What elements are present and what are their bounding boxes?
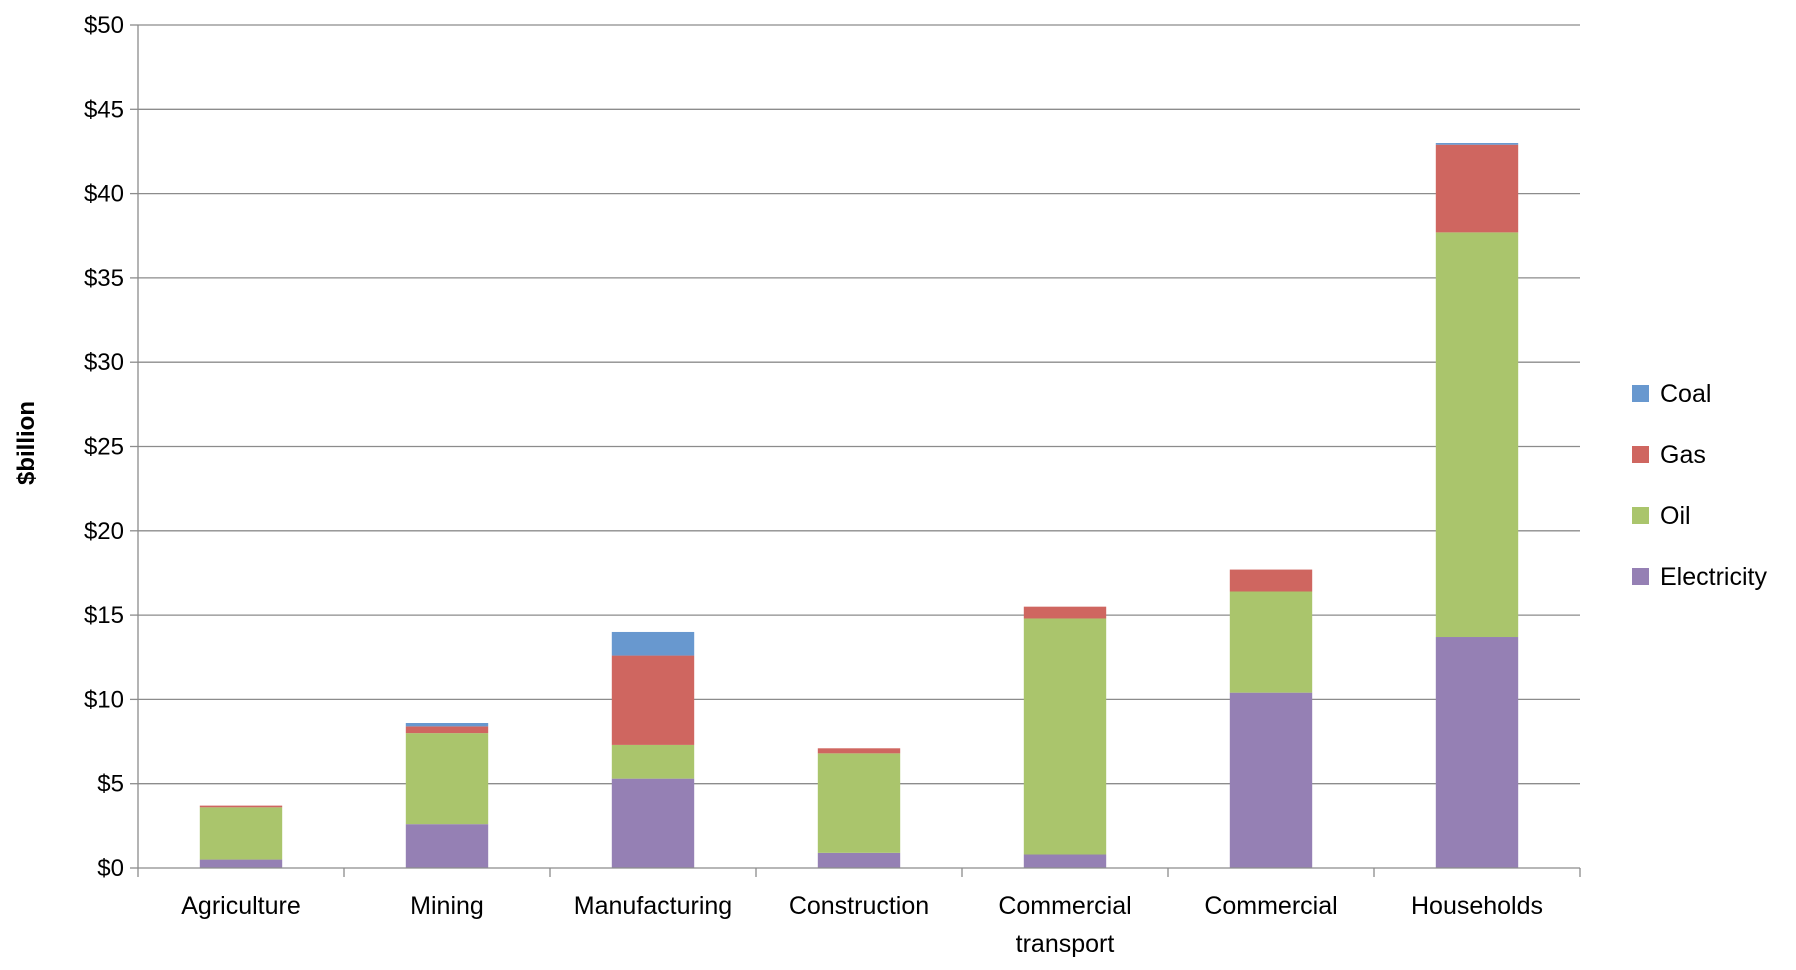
legend-swatch-oil — [1632, 507, 1649, 524]
legend-label-gas: Gas — [1660, 441, 1706, 469]
bar-oil-construction — [817, 753, 901, 853]
x-category-label: Mining — [410, 892, 484, 920]
bar-gas-agriculture — [199, 805, 283, 808]
bar-electricity-commercial-transport — [1023, 854, 1107, 868]
legend-label-oil: Oil — [1660, 502, 1691, 530]
y-tick-label: $35 — [84, 265, 124, 292]
axes — [130, 24, 1581, 877]
bar-gas-commercial — [1229, 569, 1313, 592]
bar-electricity-agriculture — [199, 859, 283, 868]
bar-oil-commercial-transport — [1023, 618, 1107, 855]
legend-swatch-gas — [1632, 446, 1649, 463]
bar-electricity-households — [1435, 637, 1519, 868]
legend-label-coal: Coal — [1660, 380, 1711, 408]
bar-electricity-construction — [817, 852, 901, 868]
legend-label-electricity: Electricity — [1660, 563, 1767, 591]
x-category-label: Commercial — [1204, 892, 1337, 920]
x-category-label: Construction — [789, 892, 929, 920]
bar-gas-mining — [405, 726, 489, 734]
x-category-label: Households — [1411, 892, 1543, 920]
y-tick-label: $0 — [97, 855, 124, 882]
legend-swatch-electricity — [1632, 568, 1649, 585]
bar-electricity-manufacturing — [611, 778, 695, 868]
y-tick-label: $5 — [97, 771, 124, 798]
bar-oil-mining — [405, 733, 489, 825]
x-category-labels: Agriculture Mining Manufacturing Constructi… — [181, 892, 1543, 958]
bar-gas-construction — [817, 748, 901, 754]
y-tick-label: $20 — [84, 518, 124, 545]
y-tick-label: $45 — [84, 96, 124, 123]
bar-coal-manufacturing — [611, 631, 695, 656]
bar-coal-households — [1435, 143, 1519, 145]
bars — [199, 143, 1519, 868]
x-category-label: Agriculture — [181, 892, 301, 920]
y-tick-label: $30 — [84, 349, 124, 376]
x-category-label: Manufacturing — [574, 892, 732, 920]
bar-gas-households — [1435, 144, 1519, 233]
bar-electricity-mining — [405, 824, 489, 868]
bar-oil-agriculture — [199, 807, 283, 860]
legend: Coal Gas Oil Electricity — [1632, 380, 1767, 591]
y-tick-label: $10 — [84, 686, 124, 713]
y-tick-label: $15 — [84, 602, 124, 629]
bar-oil-manufacturing — [611, 744, 695, 779]
y-tick-labels: $0 $5 $10 $15 $20 $25 $30 $35 $40 $45 $50 — [84, 12, 124, 882]
bar-oil-households — [1435, 232, 1519, 638]
bar-coal-mining — [405, 723, 489, 727]
y-axis-title: $billion — [13, 401, 40, 485]
y-tick-label: $40 — [84, 181, 124, 208]
bar-oil-commercial — [1229, 591, 1313, 693]
x-category-label: Commercial transport — [998, 892, 1131, 958]
legend-swatch-coal — [1632, 385, 1649, 402]
bar-gas-commercial-transport — [1023, 606, 1107, 619]
bar-gas-manufacturing — [611, 655, 695, 745]
gridlines — [138, 24, 1580, 785]
y-tick-label: $25 — [84, 434, 124, 461]
y-tick-label: $50 — [84, 12, 124, 39]
bar-electricity-commercial — [1229, 692, 1313, 868]
